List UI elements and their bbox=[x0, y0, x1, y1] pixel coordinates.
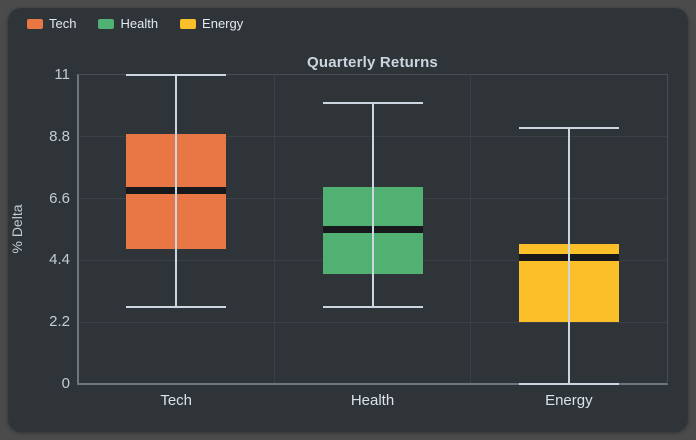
chart-title: Quarterly Returns bbox=[307, 54, 438, 71]
y-tick-label: 8.8 bbox=[49, 127, 70, 145]
category-gridline bbox=[470, 75, 472, 384]
whisker-cap-top bbox=[322, 102, 423, 105]
legend-label: Tech bbox=[49, 16, 77, 31]
whisker-line bbox=[175, 75, 178, 307]
legend-item-health[interactable]: Health bbox=[98, 16, 158, 31]
y-gridline bbox=[79, 321, 667, 323]
y-tick-label: 6.6 bbox=[49, 189, 70, 207]
whisker-line bbox=[567, 128, 570, 384]
whisker-cap-bottom bbox=[126, 305, 227, 308]
plot-area-border bbox=[77, 74, 668, 385]
legend-swatch-icon bbox=[180, 18, 197, 29]
chart-legend: Tech Health Energy bbox=[27, 16, 243, 31]
y-tick-label: 11 bbox=[54, 66, 70, 83]
whisker-cap-top bbox=[518, 127, 619, 130]
x-tick-label-tech: Tech bbox=[160, 392, 192, 409]
whisker-cap-bottom bbox=[518, 383, 619, 385]
category-gridline bbox=[273, 75, 275, 384]
whisker-cap-top bbox=[126, 74, 227, 76]
x-tick-label-health: Health bbox=[350, 392, 395, 409]
whisker-line bbox=[371, 103, 374, 307]
x-tick-label-energy: Energy bbox=[545, 392, 593, 409]
legend-item-energy[interactable]: Energy bbox=[180, 16, 243, 31]
whisker-cap-bottom bbox=[322, 305, 423, 308]
legend-swatch-icon bbox=[27, 18, 43, 29]
y-tick-label: 0 bbox=[61, 375, 70, 392]
legend-label: Energy bbox=[202, 16, 244, 31]
y-tick-label: 4.4 bbox=[49, 251, 70, 269]
y-tick-label: 2.2 bbox=[49, 313, 70, 331]
y-axis-title: % Delta bbox=[9, 204, 25, 254]
legend-swatch-icon bbox=[98, 18, 115, 29]
legend-item-tech[interactable]: Tech bbox=[27, 16, 76, 31]
legend-label: Health bbox=[120, 16, 159, 31]
